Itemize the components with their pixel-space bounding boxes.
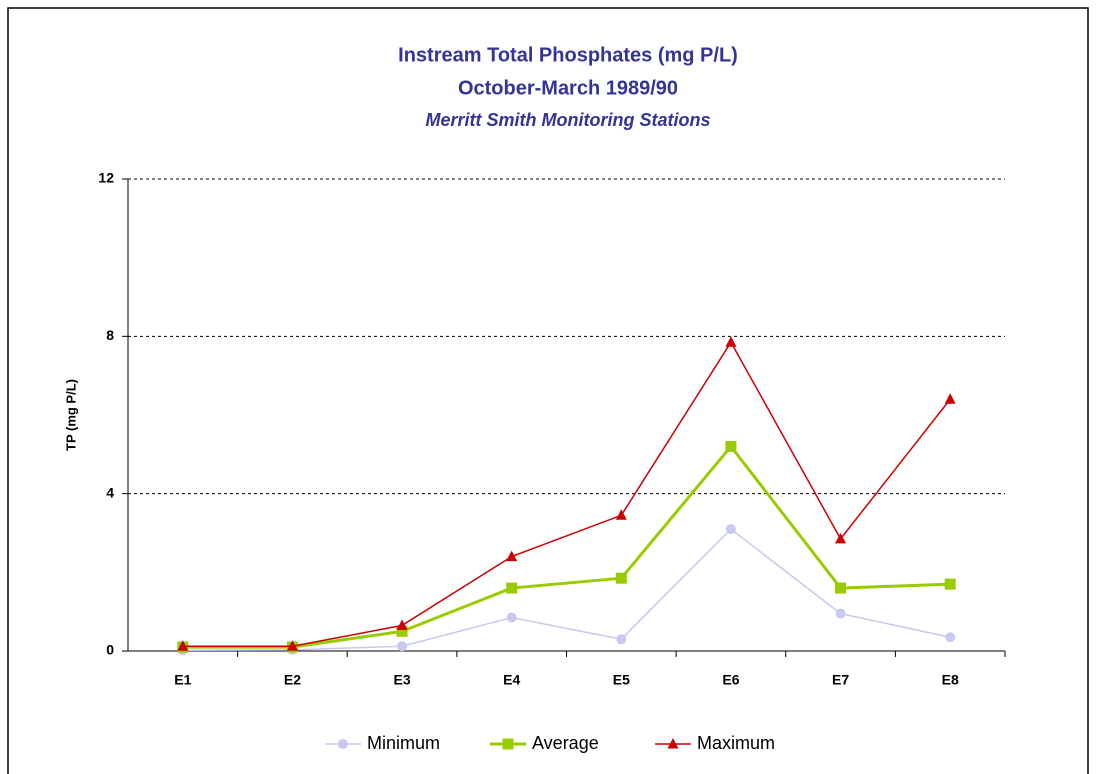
legend-label: Maximum — [697, 733, 775, 753]
chart-subtitle: October-March 1989/90 — [458, 77, 678, 99]
legend-label: Average — [532, 733, 599, 753]
marker — [944, 393, 956, 404]
line — [182, 444, 951, 649]
y-axis-label: TP (mg P/L) — [63, 379, 78, 451]
marker — [835, 608, 846, 619]
marker — [616, 634, 627, 645]
marker — [944, 578, 956, 590]
legend-marker — [338, 739, 348, 749]
marker — [615, 572, 627, 584]
marker — [397, 641, 408, 652]
marker — [177, 640, 189, 651]
x-tick-label: E1 — [174, 672, 191, 688]
x-tick-label: E4 — [503, 672, 520, 688]
legend-marker — [667, 738, 679, 749]
marker — [725, 440, 737, 452]
marker — [396, 625, 408, 637]
y-tick-label: 0 — [106, 642, 114, 658]
marker — [835, 532, 847, 544]
y-tick-label: 12 — [98, 170, 114, 186]
marker — [506, 612, 517, 623]
chart-title: Instream Total Phosphates (mg P/L) — [398, 44, 738, 66]
x-tick-label: E8 — [942, 672, 959, 688]
marker — [506, 582, 518, 594]
marker — [286, 640, 298, 651]
line — [182, 528, 951, 651]
legend-label: Minimum — [367, 733, 440, 753]
chart-subtitle: Merritt Smith Monitoring Stations — [426, 110, 711, 130]
x-tick-label: E3 — [394, 672, 411, 688]
y-tick-label: 4 — [106, 484, 114, 500]
marker — [396, 619, 408, 630]
line — [182, 340, 951, 648]
x-tick-label: E2 — [284, 672, 301, 688]
marker — [506, 550, 518, 562]
marker — [725, 524, 736, 535]
marker — [725, 336, 737, 347]
marker — [835, 582, 847, 594]
legend-marker — [502, 738, 514, 750]
x-tick-label: E7 — [832, 672, 849, 688]
x-tick-label: E6 — [722, 672, 739, 688]
marker — [615, 509, 627, 520]
marker — [945, 632, 956, 643]
y-tick-label: 8 — [106, 327, 114, 343]
x-tick-label: E5 — [613, 672, 630, 688]
